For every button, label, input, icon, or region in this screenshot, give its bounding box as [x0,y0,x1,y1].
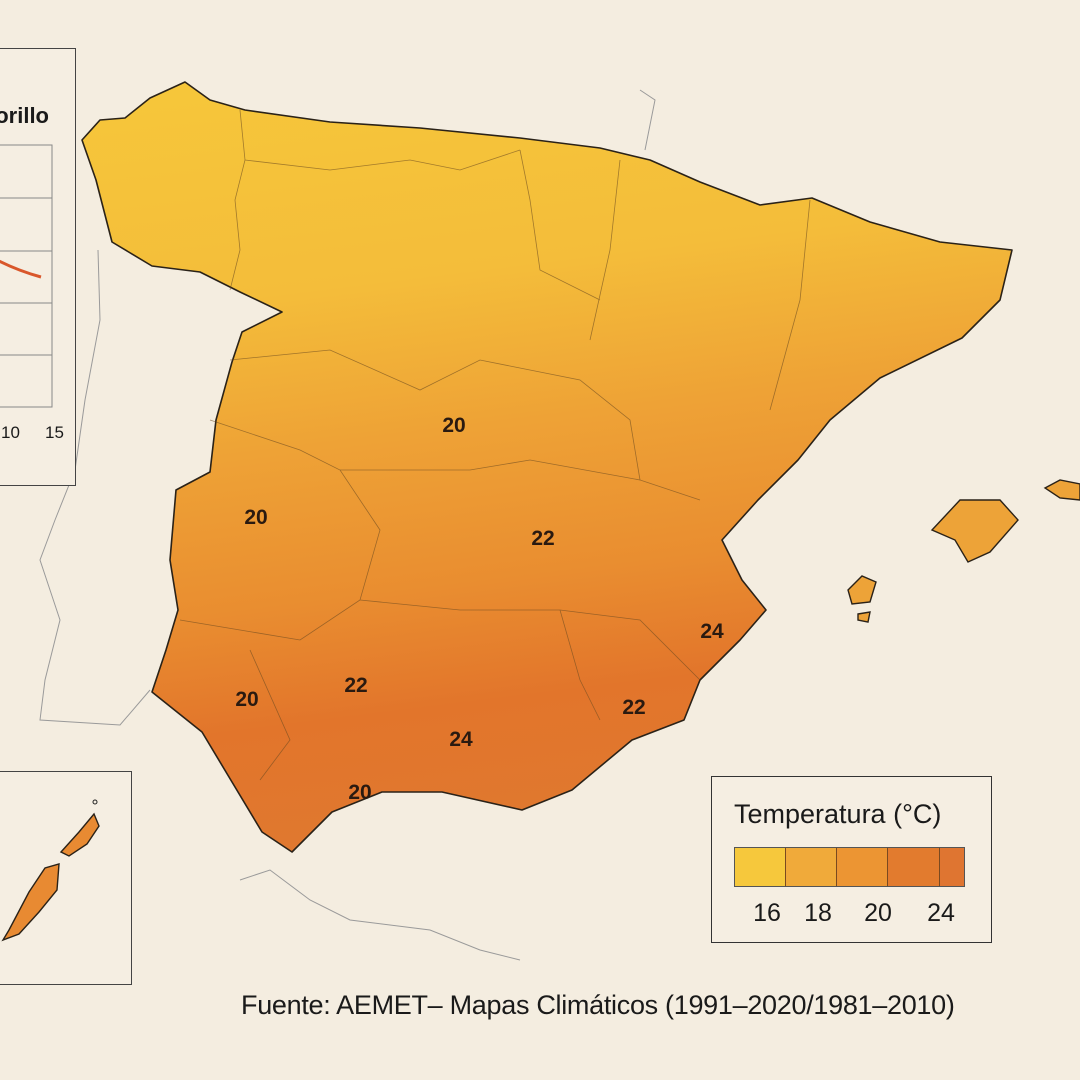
legend-swatch-24 [940,848,964,886]
source-caption: Fuente: AEMET– Mapas Climáticos (1991–20… [241,990,955,1020]
legend-tick-16: 16 [753,899,781,927]
map-label-extremadura: 20 [244,506,268,529]
mallorca [930,499,1019,563]
menorca [1043,479,1080,501]
map-label-murcia: 22 [622,696,646,719]
canary-islands [1,799,100,942]
formentera [857,611,871,623]
legend-swatch-20 [837,848,888,886]
canary-islands-inset [0,771,132,985]
lanzarote [59,812,100,857]
balearic-islands [847,479,1080,623]
region-borders [179,109,811,781]
map-label-sevilla: 22 [344,674,368,697]
fuerteventura [1,863,60,942]
legend-tick-24: 24 [927,899,955,927]
peninsula [81,81,1013,853]
chart-title: orillo [0,103,49,128]
map-label-valencia: 24 [700,620,724,643]
x-tick-15: 15 [45,423,64,442]
legend-swatch-18 [785,848,838,886]
portugal-border [39,89,656,961]
legend-tick-18: 18 [804,899,832,927]
map-label-madrid: 20 [442,414,466,437]
chart-plot [0,144,53,408]
legend-color-bar [734,847,965,887]
temperature-legend: Temperatura (°C) 16 18 20 24 [711,776,992,943]
x-tick-10: 10 [1,423,20,442]
map-label-castilla-la-mancha: 22 [531,527,555,550]
chart-series-line [0,259,42,279]
legend-swatch-22 [887,848,941,886]
line-chart-inset: orillo 10 15 [0,48,76,486]
legend-tick-20: 20 [864,899,892,927]
legend-swatch-16 [735,848,786,886]
map-label-huelva: 20 [235,688,259,711]
map-label-cadiz: 20 [348,781,372,804]
legend-title: Temperatura (°C) [734,799,942,829]
ibiza [847,575,877,605]
map-label-andalucia-east: 24 [449,728,473,751]
